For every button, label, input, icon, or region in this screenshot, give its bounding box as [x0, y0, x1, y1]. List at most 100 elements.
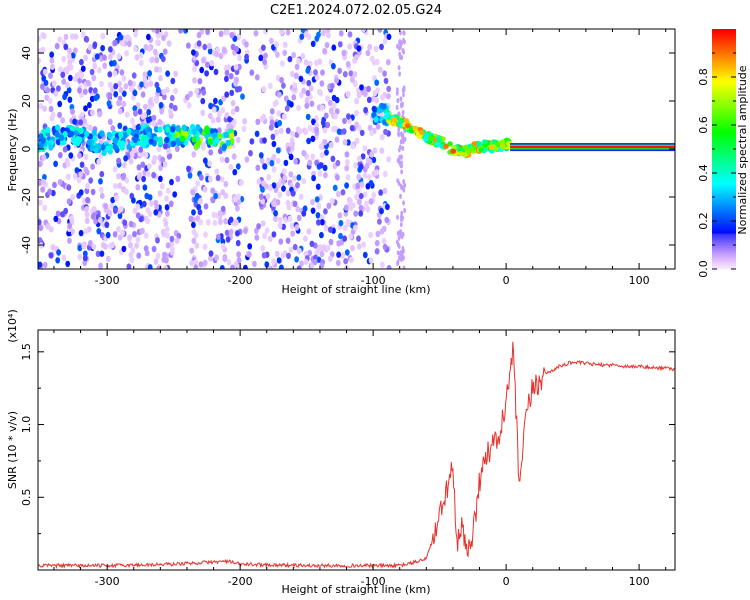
noise-cell: [55, 210, 61, 217]
colorbar-step: [712, 69, 736, 72]
noise-cell: [318, 90, 324, 97]
colorbar-step: [712, 247, 736, 250]
noise-cell: [276, 257, 282, 264]
noise-cell: [267, 82, 273, 90]
colorbar-step: [712, 115, 736, 118]
noise-cell: [214, 50, 220, 58]
noise-cell: [191, 221, 196, 229]
noise-cell: [284, 105, 290, 112]
noise-cell: [275, 157, 281, 164]
noise-cell: [356, 173, 362, 181]
noise-cell: [320, 119, 326, 126]
signal-cell: [112, 143, 118, 151]
noise-cell: [112, 70, 118, 77]
noise-cell: [272, 200, 277, 208]
noise-cell: [57, 36, 63, 43]
noise-cell: [342, 224, 348, 232]
noise-cell: [166, 147, 172, 155]
noise-cell: [353, 162, 358, 169]
colorbar-step: [712, 83, 736, 86]
noise-cell: [48, 72, 53, 79]
noise-cell: [323, 208, 328, 215]
noise-cell: [165, 70, 171, 77]
noise-cell: [50, 111, 56, 119]
noise-cell: [140, 227, 145, 235]
noise-cell: [280, 60, 285, 67]
noise-cell: [332, 184, 338, 191]
noise-cell: [398, 51, 402, 57]
noise-cell: [186, 165, 191, 172]
colorbar-step: [712, 155, 736, 158]
colorbar-step: [712, 85, 736, 88]
noise-cell: [80, 31, 86, 38]
noise-cell: [61, 254, 67, 261]
colorbar-step: [712, 153, 736, 156]
noise-cell: [61, 78, 67, 85]
noise-cell: [82, 250, 88, 257]
noise-cell: [367, 124, 373, 132]
noise-cell: [255, 118, 261, 126]
noise-cell: [200, 97, 206, 105]
noise-cell: [188, 215, 194, 222]
signal-cell: [212, 132, 218, 139]
noise-cell: [215, 233, 221, 240]
noise-cell: [123, 155, 128, 162]
noise-cell: [99, 192, 105, 200]
noise-cell: [269, 108, 275, 115]
noise-cell: [99, 170, 105, 178]
noise-cell: [139, 81, 145, 88]
signal-cell: [221, 143, 228, 150]
noise-cell: [337, 67, 342, 75]
noise-cell: [135, 236, 141, 243]
colorbar-step: [712, 43, 736, 46]
noise-cell: [88, 240, 93, 247]
noise-cell: [319, 231, 324, 239]
noise-cell: [161, 93, 167, 101]
noise-cell: [329, 82, 335, 90]
colorbar-step: [712, 221, 736, 224]
noise-cell: [319, 250, 325, 258]
noise-cell: [47, 188, 53, 195]
signal-cell: [38, 142, 44, 149]
noise-cell: [228, 73, 234, 80]
noise-cell: [400, 215, 403, 221]
noise-cell: [207, 48, 213, 55]
colorbar-step: [712, 95, 736, 98]
noise-cell: [219, 265, 225, 269]
noise-cell: [143, 103, 148, 111]
noise-cell: [207, 112, 213, 120]
noise-cell: [38, 57, 41, 64]
noise-cell: [65, 173, 71, 180]
noise-cell: [356, 235, 361, 242]
noise-cell: [367, 158, 373, 165]
noise-cell: [74, 72, 80, 79]
noise-cell: [255, 164, 261, 171]
noise-cell: [326, 32, 331, 39]
noise-cell: [225, 236, 231, 243]
noise-cell: [372, 147, 378, 154]
signal-cell: [153, 126, 159, 133]
noise-cell: [310, 198, 315, 206]
noise-cell: [91, 243, 97, 250]
noise-cell: [365, 206, 371, 213]
noise-cell: [45, 87, 51, 94]
noise-cell: [91, 205, 97, 213]
noise-cell: [106, 100, 112, 107]
noise-cell: [306, 79, 312, 87]
noise-cell: [49, 57, 55, 64]
noise-cell: [82, 254, 88, 262]
noise-cell: [294, 72, 299, 79]
noise-cell: [93, 94, 99, 102]
noise-cell: [38, 219, 42, 226]
noise-cell: [363, 106, 368, 114]
colorbar-step: [712, 49, 736, 52]
noise-cell: [297, 128, 303, 135]
colorbar-step: [712, 239, 736, 242]
noise-cell: [201, 57, 206, 64]
noise-cell: [310, 207, 316, 214]
spectrogram-y-axis-label: Frequency (Hz): [6, 109, 19, 192]
noise-cell: [309, 100, 315, 107]
noise-cell: [68, 152, 74, 159]
noise-cell: [164, 86, 170, 94]
